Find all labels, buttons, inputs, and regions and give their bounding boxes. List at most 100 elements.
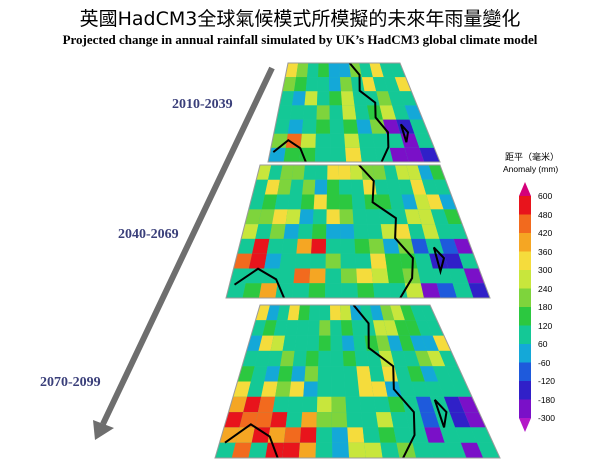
map-cell <box>367 224 383 239</box>
map-cell <box>296 63 309 78</box>
map-cell <box>439 238 459 254</box>
map-cell <box>383 320 399 336</box>
map-cell <box>283 427 302 443</box>
map-cell <box>438 381 458 397</box>
map-cell <box>455 427 477 443</box>
map-cell <box>258 209 275 225</box>
map-cell <box>330 305 341 321</box>
map-cell <box>370 305 384 321</box>
map-cell <box>417 268 437 284</box>
map-cell <box>319 320 331 336</box>
map-cell <box>420 283 441 298</box>
map-cell <box>287 396 304 413</box>
map-cell <box>406 165 422 180</box>
map-cell <box>228 396 248 413</box>
map-cell <box>382 238 400 254</box>
map-cell <box>357 283 375 298</box>
map-cell <box>394 224 412 239</box>
map-cell <box>239 412 258 428</box>
map-cell <box>360 147 378 162</box>
map-cell <box>274 194 290 210</box>
map-cell <box>401 396 421 413</box>
map-cell <box>404 147 425 162</box>
map-cell <box>338 63 351 78</box>
map-cell <box>368 238 385 254</box>
map-cell <box>409 335 427 351</box>
map-cell <box>289 105 305 120</box>
legend-band <box>519 214 531 234</box>
map-cell <box>449 412 471 428</box>
map-cell <box>279 91 295 106</box>
map-cell <box>345 396 362 413</box>
map-cell <box>244 209 262 225</box>
map-cell <box>389 147 409 162</box>
map-cell <box>329 105 344 120</box>
map-cell <box>361 165 375 180</box>
legend-bottom-cap <box>519 418 531 432</box>
map-cell <box>419 147 440 162</box>
map-cell <box>316 91 330 106</box>
map-cell <box>256 165 272 180</box>
map-cell <box>325 238 341 254</box>
map-cell <box>375 412 394 428</box>
map-cell <box>303 105 317 120</box>
map-cell <box>331 427 349 443</box>
map-cell <box>255 224 273 239</box>
legend-band <box>519 381 531 400</box>
map-cell <box>463 268 485 284</box>
map-cell <box>354 105 370 120</box>
map-cell <box>229 268 249 284</box>
map-cell <box>354 238 371 254</box>
map-cell <box>452 283 474 298</box>
legend-band <box>519 307 531 326</box>
map-cell <box>242 283 262 298</box>
map-cell <box>299 147 316 162</box>
map-cell <box>270 335 286 351</box>
legend-tick-label: 120 <box>538 320 553 331</box>
island-outline <box>399 123 410 143</box>
map-cell <box>383 165 399 180</box>
legend-tick-label: 240 <box>538 283 553 294</box>
map-cell <box>285 63 299 78</box>
map-cell <box>279 165 294 180</box>
map-cell <box>468 283 490 298</box>
map-cell <box>350 77 365 92</box>
map-cell <box>297 224 313 239</box>
map-cell <box>332 442 350 458</box>
map-cell <box>285 209 301 225</box>
map-cell <box>318 350 331 367</box>
map-cell <box>264 179 280 195</box>
map-cell <box>298 305 310 321</box>
coastline <box>348 63 390 162</box>
map-cell <box>292 283 310 298</box>
map-cell <box>296 238 312 254</box>
map-cell <box>340 305 352 321</box>
title-english: Projected change in annual rainfall simu… <box>62 32 538 47</box>
map-cell <box>257 396 276 413</box>
map-cell <box>364 442 383 458</box>
map-cell <box>343 366 358 382</box>
map-cell <box>364 194 379 210</box>
map-cell <box>300 194 315 210</box>
map-cell <box>329 91 343 106</box>
legend-band <box>519 270 531 289</box>
map-cell <box>414 253 433 269</box>
map-cell <box>432 268 453 284</box>
map-cell <box>248 194 265 210</box>
legend-tick-label: 60 <box>538 339 548 349</box>
map-cell <box>326 194 340 210</box>
map-cell <box>294 335 308 351</box>
map-cell <box>417 209 436 225</box>
map-cell <box>316 105 330 120</box>
legend-tick-label: 420 <box>538 228 553 238</box>
map-cell <box>268 147 286 162</box>
map-cell <box>359 63 373 78</box>
map-cell <box>281 238 298 254</box>
map-cell <box>291 91 306 106</box>
map-cell <box>328 77 341 92</box>
map-cell <box>421 179 439 195</box>
map-cell <box>300 133 316 148</box>
coastline <box>272 138 307 162</box>
map-cell <box>400 305 416 321</box>
map-cell <box>398 381 416 397</box>
